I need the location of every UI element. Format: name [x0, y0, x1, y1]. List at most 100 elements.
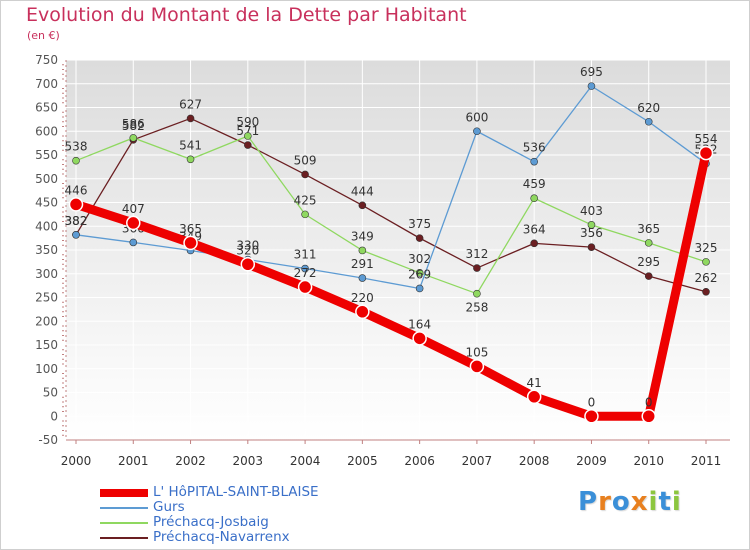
legend-label-hopital: L' HôPITAL-SAINT-BLAISE — [153, 484, 319, 500]
series-1-point — [702, 258, 710, 266]
series-2-data-label: 695 — [580, 65, 603, 79]
y-tick-label: 50 — [43, 386, 58, 400]
series-1-data-label: 403 — [580, 204, 603, 218]
series-0-point — [301, 170, 309, 179]
series-3-data-label: 272 — [294, 266, 317, 280]
y-tick-label: 750 — [35, 53, 58, 67]
series-1-point — [129, 134, 138, 142]
series-3-point — [126, 215, 141, 231]
series-2-data-label: 600 — [465, 110, 488, 124]
series-2-point — [644, 117, 653, 126]
y-tick-label: 300 — [35, 267, 58, 281]
series-3-line — [71, 148, 711, 421]
series-0-point — [587, 243, 596, 251]
y-tick-label: 100 — [35, 362, 58, 376]
legend-label-gurs: Gurs — [153, 499, 185, 515]
series-0-point — [473, 264, 481, 272]
series-1-point — [301, 210, 309, 219]
x-tick-label: 2001 — [118, 454, 149, 468]
logo-letter: o — [611, 487, 631, 517]
x-tick-label: 2003 — [233, 454, 264, 468]
series-2-point — [129, 238, 138, 247]
series-1-data-label: 258 — [465, 301, 488, 315]
series-0-data-label: 375 — [408, 217, 431, 231]
series-1-data-label: 325 — [695, 241, 718, 255]
series-3-point — [240, 257, 256, 272]
series-1-data-label: 425 — [294, 193, 317, 207]
series-3-data-label: 554 — [695, 132, 718, 146]
x-tick-label: 2000 — [61, 454, 92, 468]
series-1-point — [644, 239, 653, 247]
series-3-data-label: 365 — [179, 222, 202, 236]
series-3-point — [68, 197, 84, 212]
series-3-data-label: 220 — [351, 291, 374, 305]
series-1-point — [473, 289, 481, 298]
series-0-data-label: 571 — [236, 124, 259, 138]
series-1-data-label: 302 — [408, 252, 431, 266]
series-0-point — [186, 114, 195, 123]
y-tick-label: 0 — [50, 409, 58, 423]
x-tick-label: 2010 — [633, 454, 664, 468]
series-0-point — [358, 201, 367, 210]
x-tick-label: 2006 — [404, 454, 435, 468]
logo-letter: r — [598, 487, 612, 517]
series-2-data-label: 311 — [294, 248, 317, 262]
y-tick-label: 500 — [35, 172, 58, 186]
series-0-data-label: 582 — [122, 119, 145, 133]
series-3-point — [526, 389, 542, 405]
series-3-data-label: 0 — [645, 395, 653, 409]
series-1-data-label: 541 — [179, 138, 202, 152]
series-0-data-label: 509 — [294, 153, 317, 167]
series-3-point — [584, 409, 599, 424]
y-tick-label: 600 — [35, 124, 58, 138]
series-3-point — [297, 279, 313, 295]
series-2-point — [72, 231, 80, 239]
series-3-data-label: 105 — [465, 345, 488, 359]
series-2-data-label: 536 — [523, 141, 546, 155]
y-tick-label: 350 — [35, 243, 58, 257]
series-1-data-label: 365 — [637, 222, 660, 236]
x-tick-label: 2011 — [691, 454, 722, 468]
series-3-point — [698, 145, 714, 161]
series-1-data-label: 586 — [122, 117, 145, 131]
legend-label-josbaig: Préchacq-Josbaig — [153, 514, 269, 530]
series-3-data-label: 446 — [65, 183, 88, 197]
series-0-data-label: 295 — [637, 255, 660, 269]
logo-letter: x — [630, 487, 649, 517]
series-0-data-label: 444 — [351, 184, 374, 198]
series-0-point — [702, 287, 710, 296]
y-tick-label: 700 — [35, 77, 58, 91]
series-3-data-label: 0 — [588, 395, 596, 409]
series-0-data-label: 312 — [465, 247, 488, 261]
series-0-point — [644, 272, 653, 280]
series-0-line — [75, 117, 707, 293]
proxiti-logo: Proxiti — [578, 487, 682, 517]
series-2-point — [530, 157, 538, 166]
x-tick-label: 2004 — [290, 454, 321, 468]
series-2-data-label: 382 — [65, 214, 88, 228]
series-2-line — [75, 85, 707, 290]
series-1-point — [244, 132, 252, 140]
legend-swatch-gurs — [100, 507, 148, 509]
series-3-data-label: 41 — [527, 376, 542, 390]
series-1-point — [358, 246, 367, 255]
series-3-data-label: 320 — [236, 243, 259, 257]
series-2-point — [473, 127, 481, 136]
x-tick-label: 2009 — [576, 454, 607, 468]
series-2-data-label: 291 — [351, 257, 374, 271]
series-0-data-label: 262 — [695, 271, 718, 285]
series-2-data-label: 269 — [408, 267, 431, 281]
y-tick-label: 400 — [35, 219, 58, 233]
chart-title: Evolution du Montant de la Dette par Hab… — [26, 4, 467, 26]
series-3-point — [641, 409, 656, 424]
legend-swatch-josbaig — [100, 522, 148, 524]
series-0-point — [244, 141, 252, 149]
x-tick-label: 2008 — [519, 454, 550, 468]
y-tick-label: 150 — [35, 338, 58, 352]
series-2-point — [301, 264, 309, 273]
series-0-data-label: 627 — [179, 97, 202, 111]
series-0-point — [530, 239, 538, 248]
y-tick-label: 200 — [35, 314, 58, 328]
logo-letter: i — [671, 487, 682, 517]
series-1-point — [186, 155, 195, 164]
